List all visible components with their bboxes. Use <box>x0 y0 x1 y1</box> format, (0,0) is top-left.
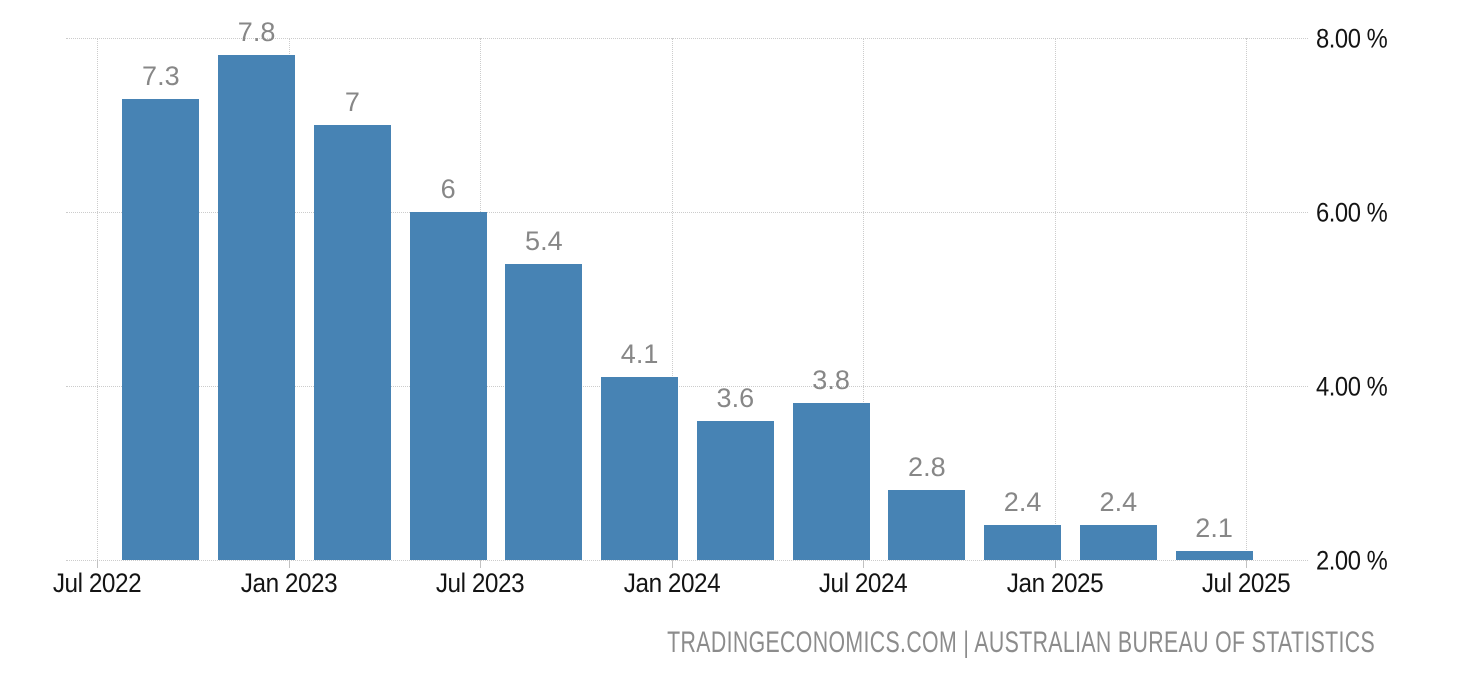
bar-value-label: 6 <box>440 174 456 204</box>
bar-value-label: 2.8 <box>908 452 946 483</box>
bar-sep-2023[interactable] <box>505 264 583 560</box>
bar-dec-2024[interactable] <box>984 525 1062 560</box>
y-axis-tick-label: 4.00 % <box>1316 371 1388 402</box>
bar-value-label: 4.1 <box>620 339 659 370</box>
x-axis-tick-label: Jan 2024 <box>623 568 720 598</box>
x-axis-tick-label: Jul 2025 <box>1201 568 1291 598</box>
x-axis-tick-label: Jan 2023 <box>240 568 337 598</box>
bar-dec-2023[interactable] <box>601 377 679 560</box>
bar-dec-2022[interactable] <box>218 55 296 560</box>
x-axis-tick-mark <box>1054 560 1056 568</box>
x-axis-tick-mark <box>863 560 864 568</box>
x-axis-tick-mark <box>671 560 673 568</box>
gridline-horizontal <box>66 386 1308 387</box>
bar-mar-2025[interactable] <box>1079 525 1157 560</box>
bar-mar-2024[interactable] <box>696 420 774 560</box>
bar-jun-2025[interactable] <box>1175 551 1253 560</box>
gridline-vertical <box>671 38 673 560</box>
gridline-vertical <box>1054 38 1056 560</box>
x-axis-tick-mark <box>288 560 290 568</box>
gridline-vertical <box>863 38 864 560</box>
x-axis-tick-label: Jul 2023 <box>435 568 525 598</box>
bar-sep-2024[interactable] <box>888 490 966 560</box>
bar-value-label: 7 <box>344 87 360 117</box>
x-axis-tick-mark <box>97 560 98 568</box>
bar-value-label: 2.4 <box>1003 487 1042 518</box>
x-axis-tick-label: Jul 2022 <box>52 568 142 598</box>
y-axis-tick-label: 2.00 % <box>1316 545 1388 576</box>
x-axis-tick-mark <box>1246 560 1247 568</box>
bar-value-label: 7.8 <box>237 17 276 48</box>
bar-value-label: 3.6 <box>716 382 755 413</box>
x-axis-tick-mark <box>480 560 481 568</box>
gridline-vertical <box>97 38 98 560</box>
bar-value-label: 2.4 <box>1099 487 1138 518</box>
gridline-horizontal <box>66 38 1308 39</box>
gridline-vertical <box>1246 38 1247 560</box>
attribution-text: TRADINGECONOMICS.COM | AUSTRALIAN BUREAU… <box>667 626 1375 659</box>
gridline-horizontal <box>66 560 1308 561</box>
bar-jun-2023[interactable] <box>409 212 487 560</box>
bar-value-label: 5.4 <box>525 226 563 257</box>
bar-value-label: 7.3 <box>142 60 180 91</box>
gridline-horizontal <box>66 212 1308 213</box>
bar-mar-2023[interactable] <box>313 125 391 560</box>
x-axis-tick-label: Jul 2024 <box>818 568 908 598</box>
bar-sep-2022[interactable] <box>122 98 200 560</box>
bar-value-label: 2.1 <box>1195 513 1233 544</box>
x-axis-tick-label: Jan 2025 <box>1006 568 1103 598</box>
y-axis-tick-label: 8.00 % <box>1316 23 1388 54</box>
bar-jun-2024[interactable] <box>792 403 870 560</box>
y-axis-tick-label: 6.00 % <box>1316 197 1388 228</box>
bar-value-label: 3.8 <box>812 365 850 396</box>
